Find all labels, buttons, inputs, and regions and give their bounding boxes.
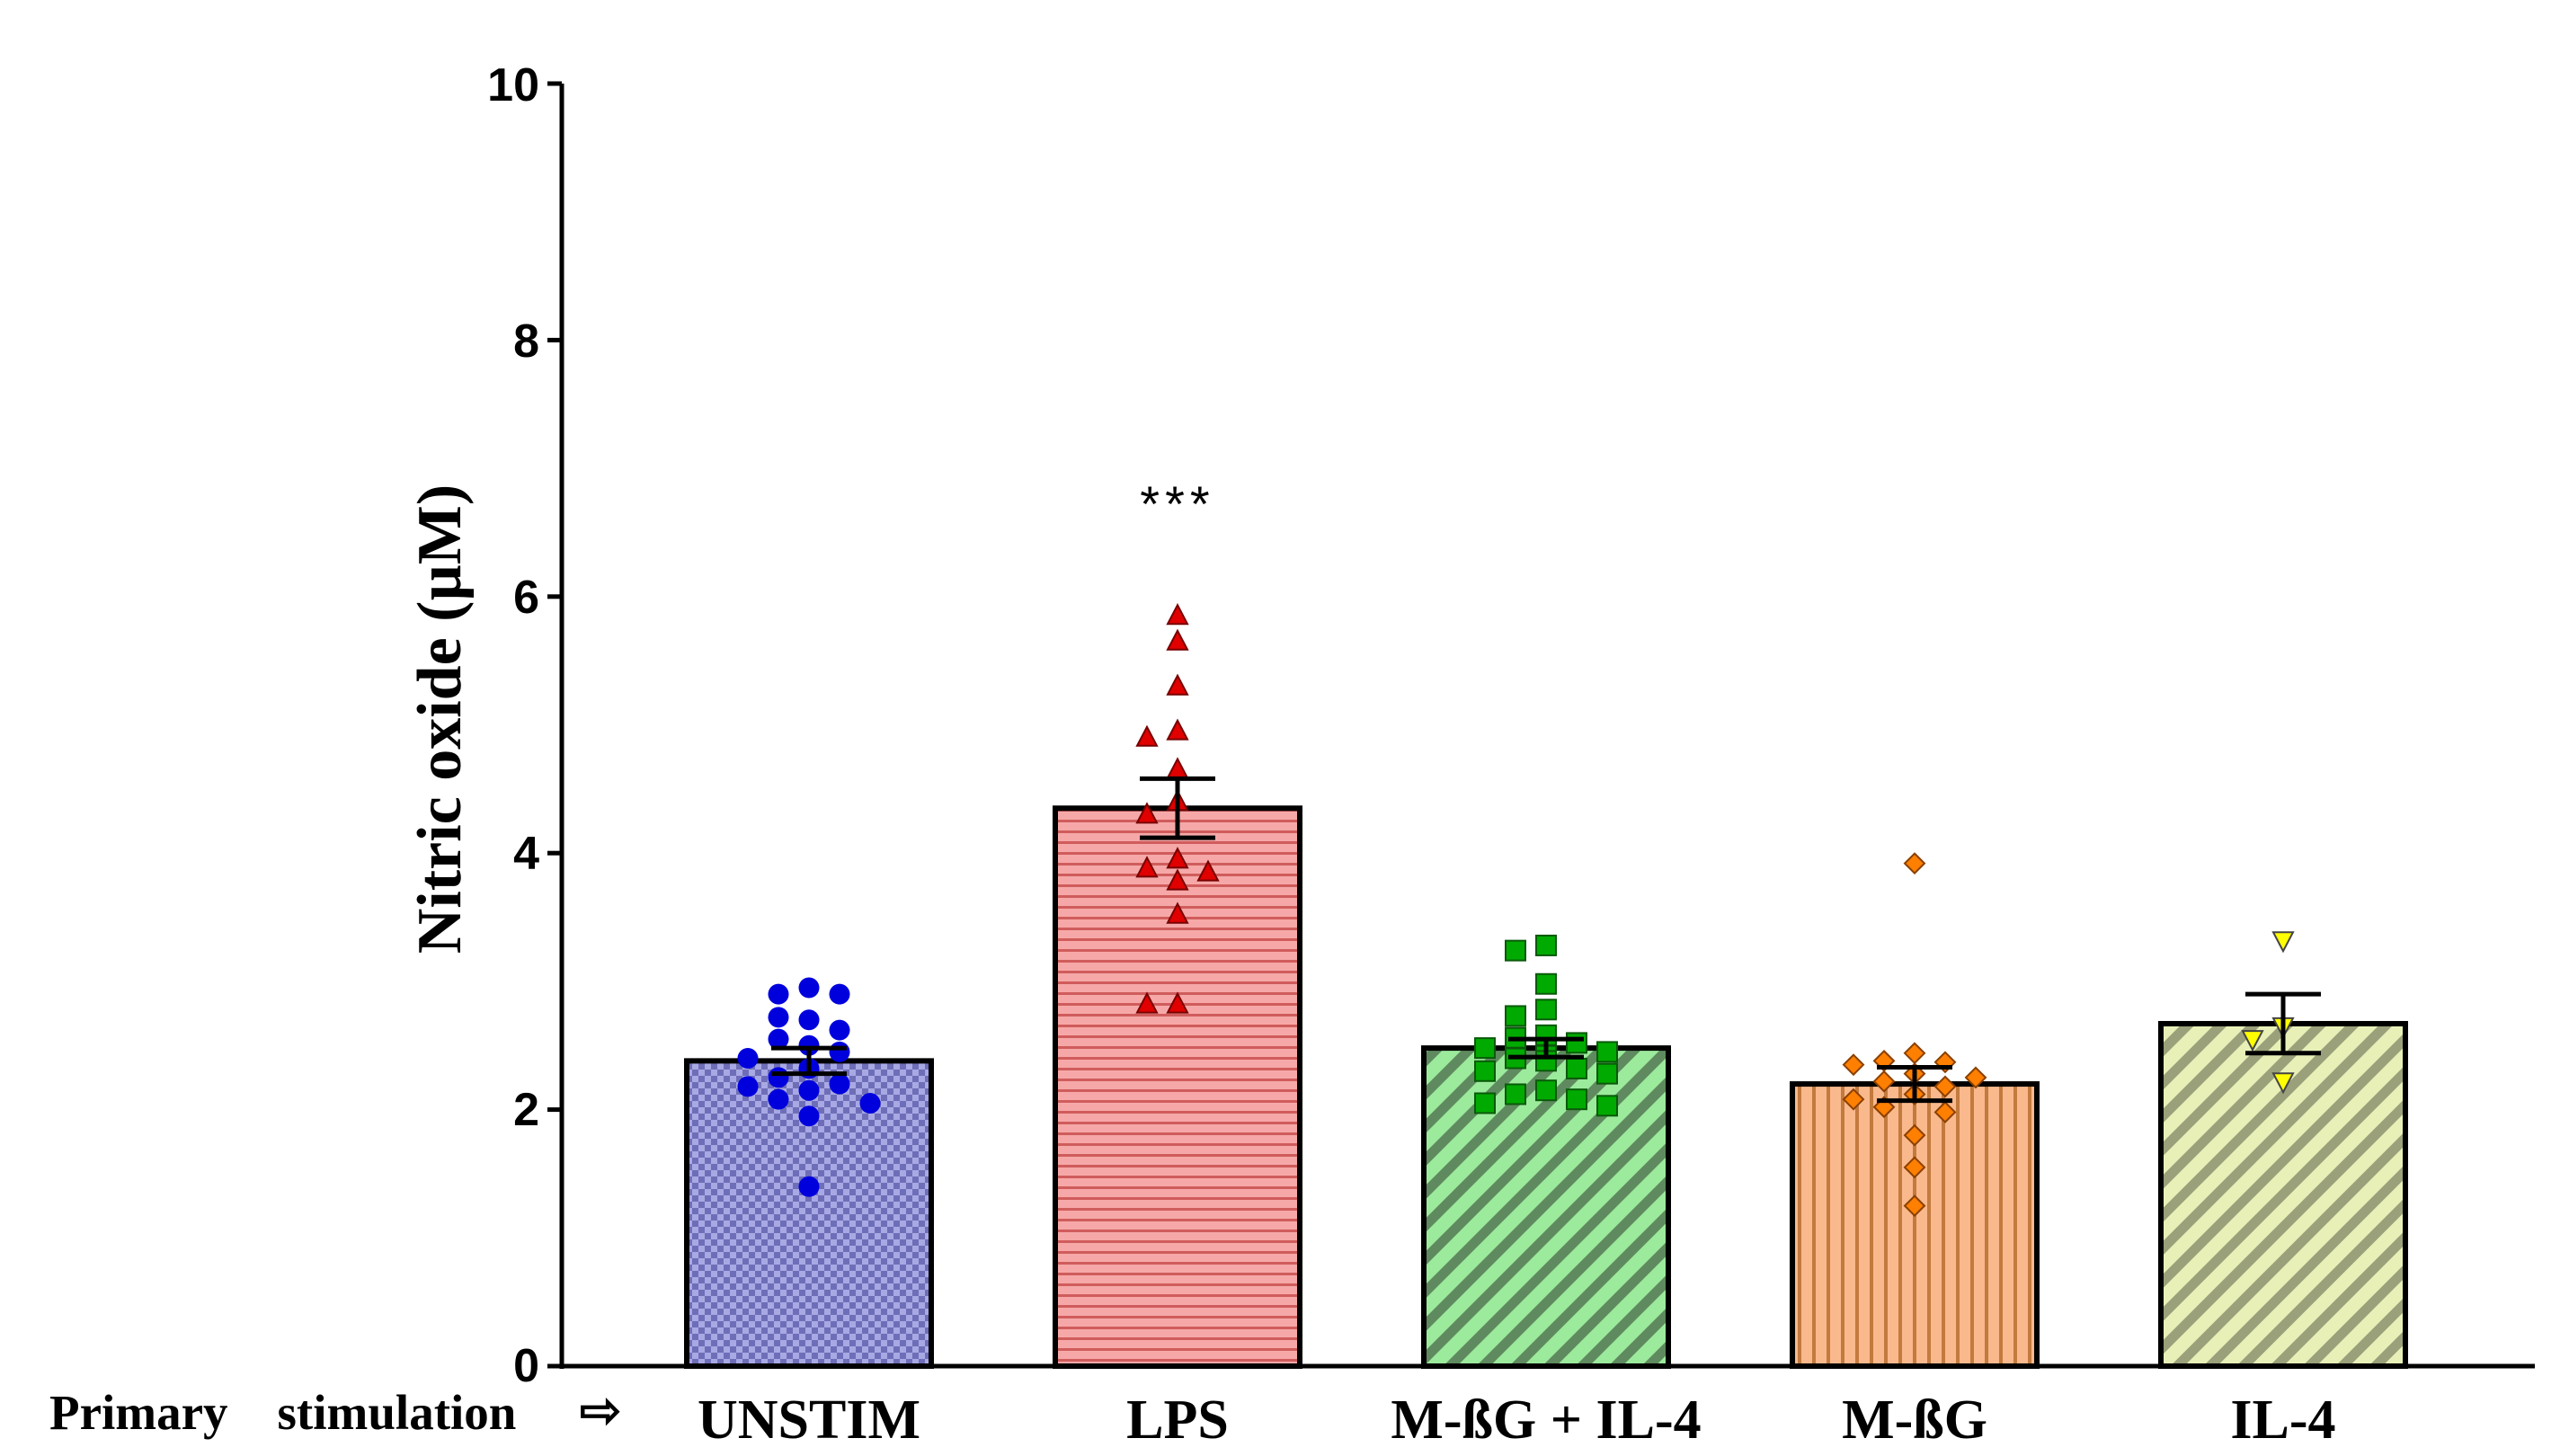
data-point-unstim-12 <box>829 1073 850 1095</box>
data-point-m-g-il-4-4 <box>1505 1005 1526 1027</box>
category-label-mbg: M-ßG <box>1842 1389 1987 1451</box>
data-point-lps-12 <box>1166 901 1189 924</box>
data-point-m-g-il-4-14 <box>1474 1060 1496 1082</box>
data-point-il-4-3 <box>2271 1072 2295 1095</box>
category-label-lps: LPS <box>1126 1389 1229 1451</box>
data-point-unstim-1 <box>768 983 789 1005</box>
axes <box>547 81 2535 1369</box>
data-point-lps-8 <box>1166 847 1189 869</box>
data-point-unstim-9 <box>737 1048 759 1070</box>
y-tick-label-6: 6 <box>513 572 539 624</box>
data-point-lps-14 <box>1135 991 1159 1014</box>
data-point-m-g-il-4-1 <box>1505 939 1526 962</box>
data-point-unstim-3 <box>798 1009 820 1031</box>
data-point-il-4-0 <box>2271 931 2295 954</box>
data-point-unstim-13 <box>737 1076 759 1097</box>
data-point-lps-5 <box>1166 757 1189 779</box>
data-point-unstim-16 <box>859 1092 881 1114</box>
data-point-lps-4 <box>1135 724 1159 747</box>
data-point-m-g-il-4-13 <box>1566 1057 1587 1079</box>
category-label-mbg-il4: M-ßG + IL-4 <box>1391 1389 1701 1451</box>
category-label-unstim: UNSTIM <box>698 1389 920 1451</box>
data-point-unstim-14 <box>798 1079 820 1101</box>
data-point-m-g-il-4-9 <box>1596 1041 1618 1063</box>
data-point-lps-3 <box>1166 718 1189 741</box>
data-point-m-g-il-4-19 <box>1474 1092 1496 1114</box>
data-point-unstim-17 <box>798 1105 820 1127</box>
data-point-lps-7 <box>1135 802 1159 824</box>
data-point-unstim-7 <box>798 1034 820 1056</box>
data-point-m-g-14 <box>1903 1156 1926 1179</box>
data-point-m-g-il-4-7 <box>1566 1032 1587 1054</box>
data-point-unstim-6 <box>768 1028 789 1050</box>
data-point-unstim-11 <box>768 1067 789 1088</box>
bar-lps <box>1053 805 1302 1369</box>
plot-area <box>684 603 2408 1370</box>
data-point-m-g-6 <box>1964 1066 1987 1089</box>
primary-stimulation-label: Primary stimulation <box>49 1385 516 1440</box>
data-point-lps-1 <box>1166 628 1189 651</box>
data-point-unstim-8 <box>829 1041 850 1062</box>
y-tick-label-10: 10 <box>487 59 539 111</box>
data-point-m-g-il-4-20 <box>1596 1095 1618 1117</box>
data-point-m-g-8 <box>1933 1075 1957 1098</box>
data-point-lps-0 <box>1166 603 1189 626</box>
data-point-m-g-1 <box>1903 1042 1926 1065</box>
data-point-il-4-2 <box>2241 1030 2264 1052</box>
data-point-lps-2 <box>1166 673 1189 696</box>
data-point-m-g-il-4-3 <box>1535 999 1557 1021</box>
data-point-lps-9 <box>1135 856 1159 878</box>
right-arrow-icon: ⇨ <box>580 1383 621 1438</box>
data-point-m-g-il-4-15 <box>1596 1062 1618 1085</box>
data-point-m-g-il-4-2 <box>1535 972 1557 995</box>
data-point-m-g-il-4-8 <box>1474 1037 1496 1060</box>
y-tick-label-0: 0 <box>513 1340 539 1392</box>
data-point-m-g-il-4-18 <box>1566 1088 1587 1111</box>
y-tick-label-2: 2 <box>513 1084 539 1136</box>
data-point-unstim-4 <box>768 1007 789 1028</box>
y-tick-label-4: 4 <box>513 828 539 880</box>
data-point-m-g-12 <box>1933 1101 1957 1123</box>
data-point-unstim-5 <box>829 1019 850 1041</box>
data-point-lps-11 <box>1166 868 1189 891</box>
y-axis-label: Nitric oxide (µM) <box>405 484 475 954</box>
data-point-unstim-18 <box>798 1176 820 1197</box>
data-point-m-g-0 <box>1903 852 1926 875</box>
data-point-unstim-0 <box>798 977 820 999</box>
data-point-m-g-13 <box>1903 1123 1926 1147</box>
data-point-m-g-10 <box>1842 1088 1865 1111</box>
data-point-lps-10 <box>1196 859 1220 882</box>
data-point-m-g-15 <box>1903 1194 1926 1218</box>
data-point-lps-13 <box>1166 991 1189 1014</box>
y-tick-label-8: 8 <box>513 315 539 368</box>
data-point-unstim-2 <box>829 983 850 1005</box>
data-point-m-g-il-4-16 <box>1535 1079 1557 1102</box>
significance-annotation: *** <box>1140 475 1214 532</box>
data-point-m-g-il-4-17 <box>1505 1083 1526 1105</box>
y-ticks: 0 2 4 6 8 10 <box>487 59 539 1392</box>
category-label-il4: IL-4 <box>2230 1389 2335 1451</box>
x-tick-labels: UNSTIM LPS M-ßG + IL-4 M-ßG IL-4 <box>698 1389 2336 1451</box>
data-point-unstim-15 <box>768 1088 789 1110</box>
data-point-m-g-7 <box>1872 1070 1896 1093</box>
data-point-m-g-il-4-0 <box>1535 934 1557 956</box>
data-point-m-g-4 <box>1842 1053 1865 1077</box>
